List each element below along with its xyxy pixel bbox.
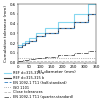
X-axis label: El. diameter (mm): El. diameter (mm) <box>38 70 76 74</box>
Y-axis label: Cumulative tolerance (mm): Cumulative tolerance (mm) <box>4 5 8 62</box>
Legend: REF d=315-315 a, REF d=315-315 b, EN 1092-1 T11 (half-standard), ISO 1101, Close: REF d=315-315 a, REF d=315-315 b, EN 109… <box>4 71 73 99</box>
